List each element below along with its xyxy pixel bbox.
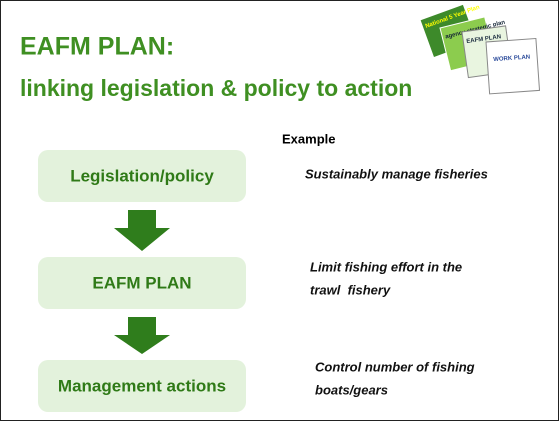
title-line: linking legislation & policy to action bbox=[20, 75, 412, 101]
example-text: Control number of fishing bbox=[315, 359, 475, 374]
title-line: EAFM PLAN: bbox=[20, 33, 174, 61]
slide: EAFM PLAN: linking legislation & policy … bbox=[0, 0, 559, 421]
example-text: Limit fishing effort in the bbox=[310, 259, 462, 274]
example-label: Example bbox=[282, 131, 335, 146]
step-label: Management actions bbox=[58, 376, 226, 395]
example-text: boats/gears bbox=[315, 382, 388, 397]
example-text: trawl fishery bbox=[310, 282, 391, 297]
example-text: Sustainably manage fisheries bbox=[305, 166, 488, 181]
step-label: Legislation/policy bbox=[70, 166, 214, 185]
step-label: EAFM PLAN bbox=[92, 273, 191, 292]
